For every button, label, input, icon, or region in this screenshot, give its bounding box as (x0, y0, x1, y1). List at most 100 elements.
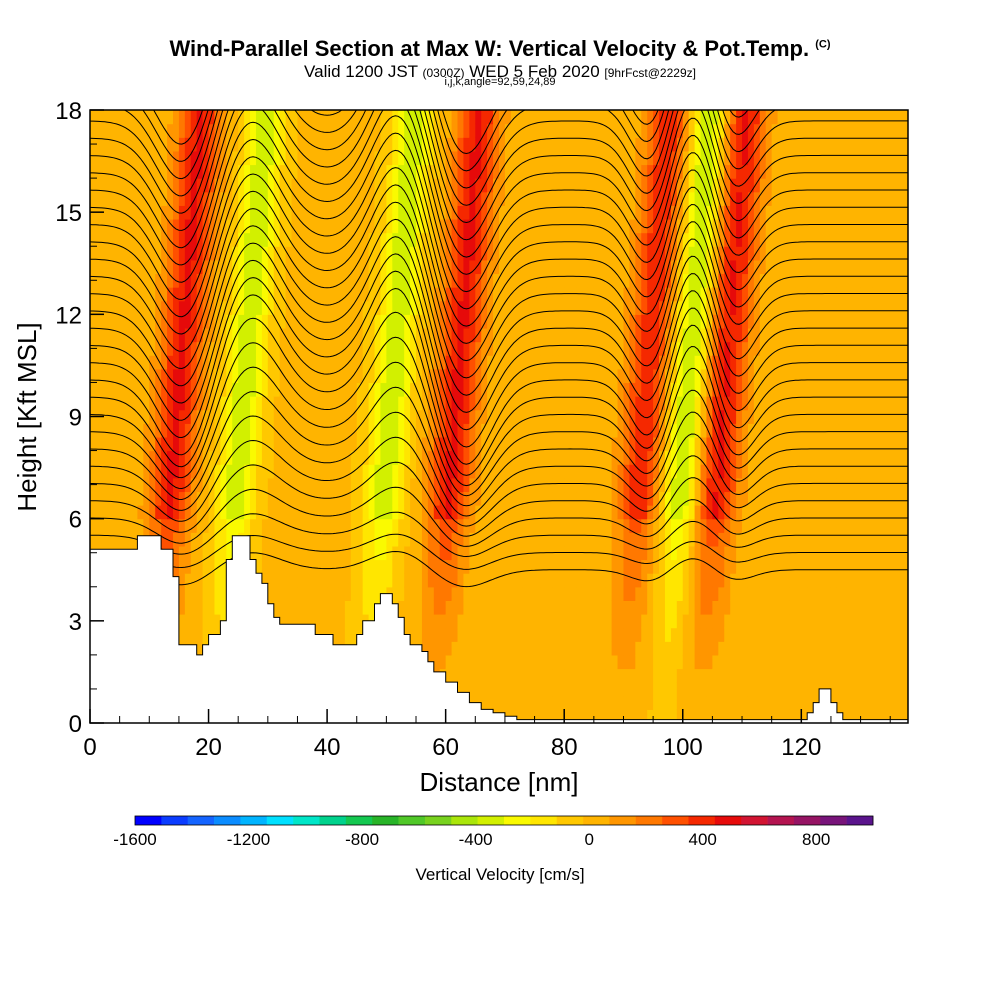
field-cell (226, 518, 233, 533)
field-cell (279, 545, 287, 561)
field-cell (220, 491, 227, 506)
field-cell (250, 491, 257, 506)
field-cell (587, 477, 595, 493)
field-cell (119, 327, 127, 343)
field-cell (101, 137, 109, 152)
field-cell (214, 110, 222, 125)
field-cell (208, 300, 216, 315)
field-cell (540, 682, 548, 697)
field-cell (333, 573, 340, 588)
field-cell (220, 396, 227, 411)
field-cell (706, 654, 713, 670)
field-cell (404, 110, 411, 125)
field-cell (232, 110, 239, 125)
field-cell (226, 314, 233, 329)
field-cell (475, 573, 482, 588)
field-cell (386, 300, 393, 315)
field-cell (255, 396, 263, 411)
field-cell (653, 300, 660, 315)
field-cell (676, 423, 684, 438)
field-cell (297, 314, 304, 329)
field-cell (540, 600, 548, 615)
field-cell (309, 545, 316, 561)
field-cell (338, 110, 346, 125)
field-cell (244, 314, 251, 329)
field-cell (682, 518, 690, 533)
field-cell (202, 382, 210, 397)
field-cell (718, 300, 725, 315)
field-cell (398, 368, 405, 384)
field-cell (653, 164, 660, 179)
field-cell (398, 545, 405, 561)
field-cell (119, 246, 127, 261)
field-cell (724, 205, 731, 220)
field-cell (178, 287, 186, 302)
field-cell (641, 123, 648, 138)
field-cell (676, 191, 684, 206)
field-cell (700, 505, 708, 520)
field-cell (469, 614, 476, 629)
field-cell (724, 341, 731, 356)
field-cell (291, 341, 299, 356)
field-cell (297, 137, 304, 152)
field-cell (593, 477, 601, 493)
field-cell (279, 218, 287, 234)
field-cell (119, 218, 127, 234)
field-cell (605, 409, 613, 424)
field-cell (694, 505, 702, 520)
field-cell (315, 287, 322, 302)
field-cell (392, 464, 399, 479)
field-cell (736, 396, 743, 411)
field-cell (730, 368, 737, 384)
field-cell (273, 178, 281, 193)
field-cell (416, 341, 423, 356)
field-cell (309, 300, 316, 315)
field-cell (546, 695, 553, 710)
field-cell (682, 627, 690, 642)
field-cell (232, 232, 239, 247)
field-cell (664, 545, 672, 561)
field-cell (617, 573, 625, 588)
field-cell (344, 191, 352, 206)
field-cell (374, 382, 382, 397)
field-cell (125, 450, 133, 465)
field-cell (617, 178, 625, 193)
field-cell (285, 423, 293, 438)
field-cell (475, 355, 482, 370)
field-cell (445, 409, 453, 424)
field-cell (279, 436, 287, 452)
field-cell (344, 382, 352, 397)
field-cell (327, 559, 334, 574)
field-cell (190, 137, 198, 152)
field-cell (587, 518, 595, 533)
field-cell (676, 368, 684, 384)
field-cell (196, 436, 204, 452)
field-cell (404, 314, 411, 329)
field-cell (623, 327, 631, 343)
field-cell (143, 287, 150, 302)
field-cell (576, 491, 583, 506)
field-cell (261, 341, 269, 356)
field-cell (558, 532, 565, 547)
field-cell (392, 532, 399, 547)
field-cell (481, 327, 488, 343)
field-cell (285, 464, 293, 479)
field-cell (730, 545, 737, 561)
field-cell (238, 137, 245, 152)
field-cell (386, 559, 393, 574)
field-cell (510, 259, 518, 275)
field-cell (558, 150, 565, 166)
field-cell (285, 150, 293, 166)
field-cell (593, 464, 601, 479)
field-cell (528, 532, 536, 547)
field-cell (125, 259, 133, 275)
field-cell (404, 450, 411, 465)
field-cell (593, 654, 601, 670)
field-cell (694, 273, 702, 288)
field-cell (95, 123, 103, 138)
field-cell (552, 150, 559, 166)
field-cell (250, 327, 257, 343)
field-cell (416, 491, 423, 506)
field-cell (576, 641, 583, 656)
field-cell (534, 246, 542, 261)
